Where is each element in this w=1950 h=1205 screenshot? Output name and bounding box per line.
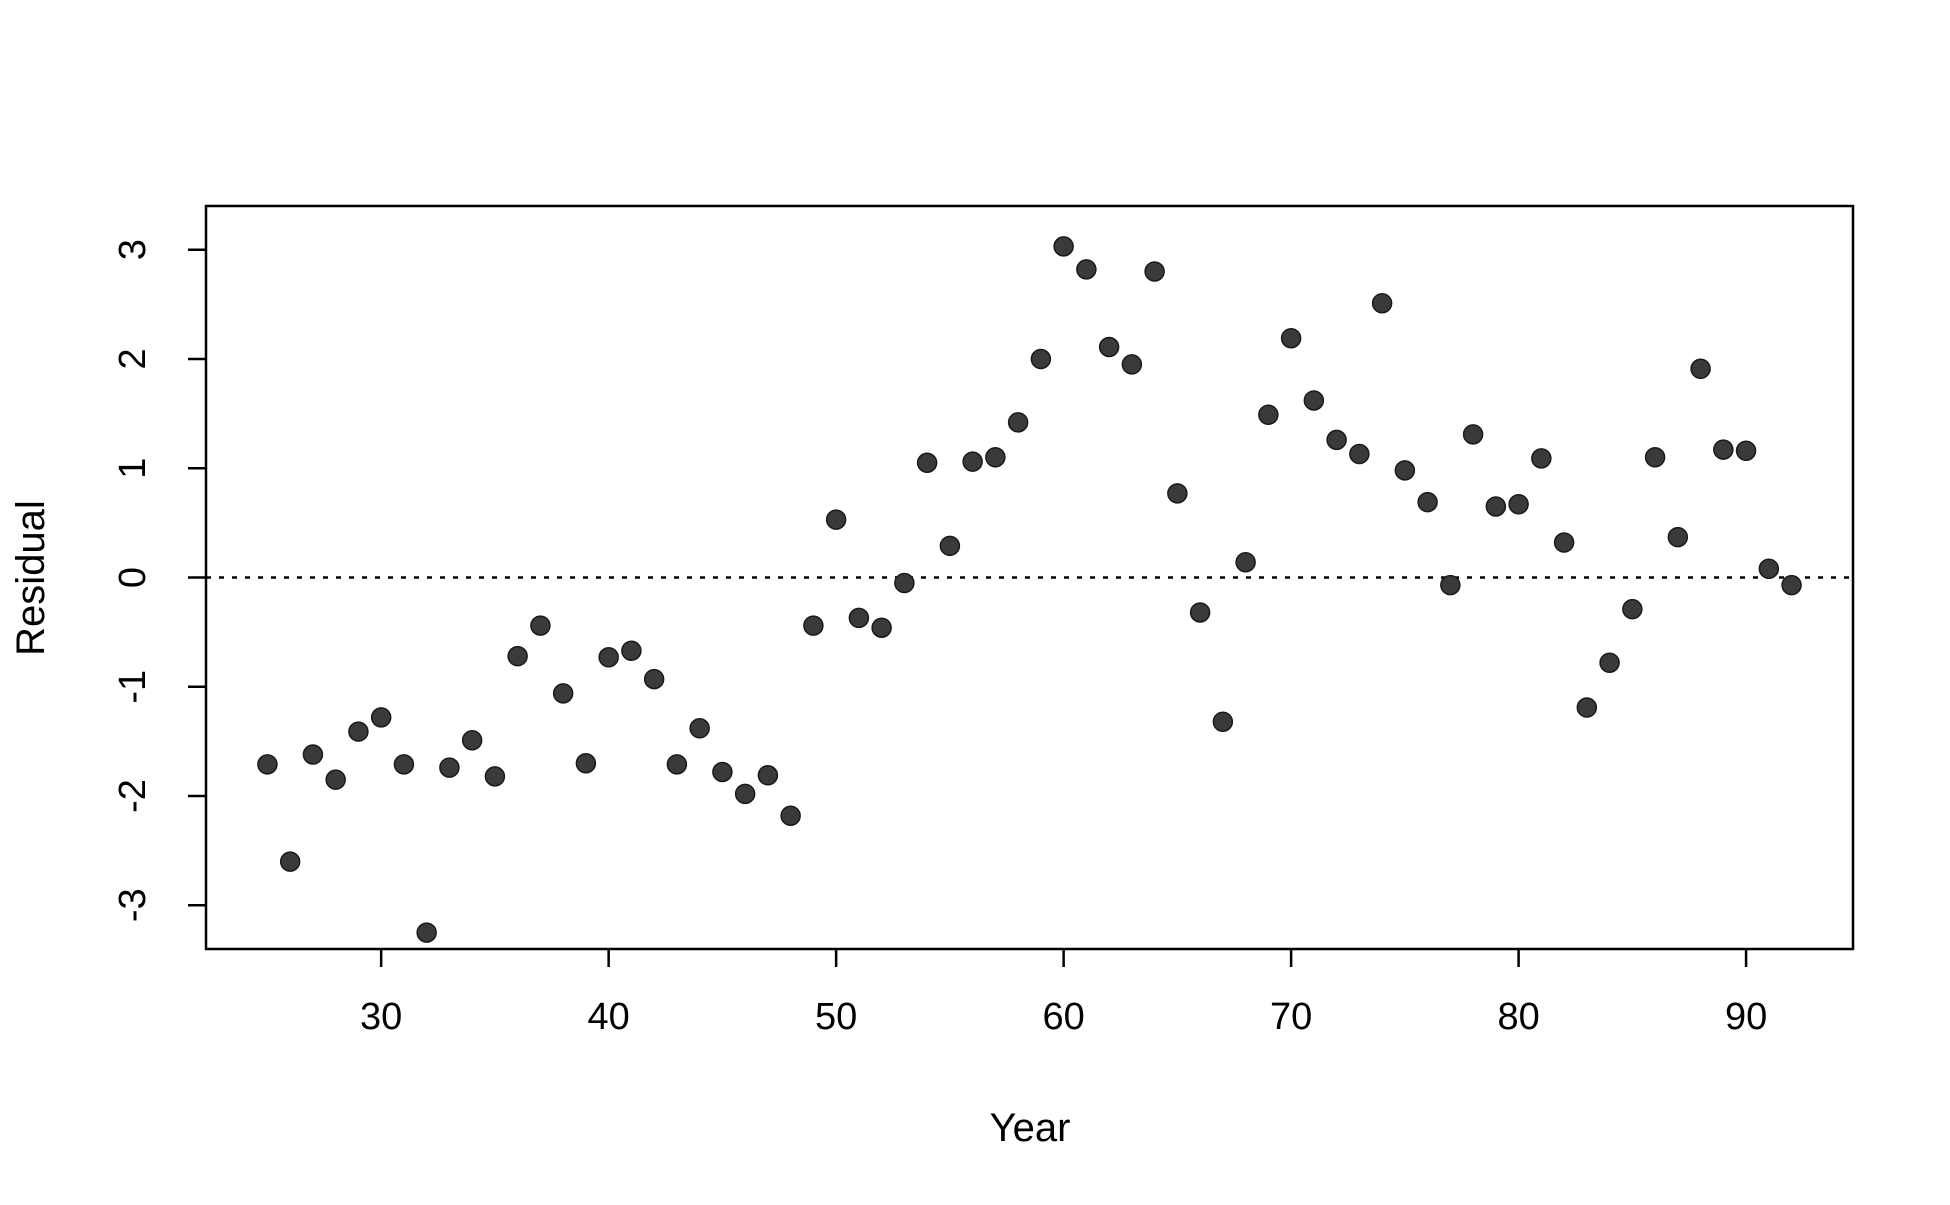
- data-point: [598, 647, 619, 668]
- data-point: [1235, 551, 1256, 573]
- data-point: [962, 451, 983, 472]
- data-point: [1007, 412, 1029, 433]
- data-point: [1167, 483, 1188, 504]
- data-point: [1599, 652, 1620, 673]
- data-point: [1644, 447, 1666, 468]
- data-point: [1258, 404, 1279, 425]
- data-point: [1030, 348, 1052, 370]
- axes-layer: 30 40 50 60 70 80 90 -3 -2 -1 0 1 2 3: [112, 204, 1855, 1038]
- x-axis-label: Year: [990, 1106, 1071, 1150]
- data-point: [1690, 358, 1711, 380]
- data-point: [894, 572, 915, 594]
- x-tick-label: 70: [1270, 996, 1312, 1038]
- data-point: [1667, 526, 1689, 548]
- data-point: [348, 721, 369, 742]
- data-point: [916, 452, 938, 474]
- data-point: [848, 607, 870, 629]
- y-tick-label: -1: [112, 670, 154, 704]
- x-tick-label: 80: [1497, 996, 1539, 1038]
- data-point: [1303, 390, 1325, 411]
- data-point: [712, 761, 733, 783]
- data-point: [666, 754, 688, 775]
- data-point: [302, 744, 324, 765]
- x-tick-label: 40: [588, 996, 630, 1038]
- data-point: [780, 805, 801, 826]
- data-point: [1212, 711, 1234, 732]
- data-point: [461, 730, 483, 751]
- y-tick-label: 3: [112, 239, 154, 260]
- data-point: [1144, 261, 1165, 282]
- data-point: [1053, 236, 1074, 257]
- y-tick-label: -2: [112, 779, 154, 813]
- data-point: [757, 765, 779, 786]
- data-point: [1531, 448, 1552, 469]
- y-axis-label: Residual: [9, 500, 53, 656]
- y-tick-label: 0: [112, 567, 154, 588]
- x-tick-label: 60: [1042, 996, 1084, 1038]
- data-point: [689, 718, 710, 739]
- data-point: [1076, 259, 1097, 280]
- data-point: [621, 640, 642, 661]
- data-point: [1189, 602, 1211, 623]
- y-tick-label: 2: [112, 348, 154, 369]
- data-point: [1485, 496, 1507, 517]
- data-point: [939, 535, 961, 557]
- data-point: [393, 754, 415, 775]
- data-point: [825, 509, 847, 530]
- data-point: [1508, 494, 1529, 515]
- y-tick-label: -3: [112, 888, 154, 922]
- data-point: [1121, 354, 1143, 375]
- data-point: [1440, 574, 1461, 596]
- x-tick-label: 50: [815, 996, 857, 1038]
- data-point: [1098, 336, 1120, 358]
- data-point: [439, 757, 460, 778]
- data-point: [803, 615, 824, 636]
- data-point: [1462, 424, 1484, 445]
- data-point: [325, 769, 346, 790]
- points-layer: [257, 236, 1802, 943]
- data-point: [1622, 598, 1643, 620]
- data-point: [1326, 429, 1347, 451]
- x-tick-label: 30: [360, 996, 402, 1038]
- data-point: [1417, 491, 1438, 513]
- data-point: [1735, 440, 1757, 462]
- data-point: [1394, 460, 1416, 481]
- data-point: [552, 683, 574, 704]
- data-point: [279, 851, 301, 872]
- data-point: [1553, 532, 1575, 553]
- data-point: [871, 617, 892, 639]
- data-point: [1349, 443, 1370, 465]
- data-point: [530, 615, 551, 636]
- data-point: [1576, 697, 1598, 718]
- data-point: [643, 668, 665, 690]
- data-point: [1280, 327, 1302, 349]
- data-point: [416, 922, 437, 943]
- data-point: [1781, 574, 1802, 596]
- data-point: [575, 753, 597, 774]
- y-tick-label: 1: [112, 458, 154, 479]
- data-point: [257, 754, 278, 775]
- data-point: [1713, 439, 1734, 460]
- data-point: [484, 766, 506, 787]
- data-point: [1758, 558, 1780, 580]
- data-point: [1371, 292, 1393, 314]
- data-point: [370, 707, 392, 728]
- data-point: [734, 783, 756, 805]
- data-point: [985, 447, 1006, 468]
- x-tick-label: 90: [1725, 996, 1767, 1038]
- data-point: [507, 645, 528, 667]
